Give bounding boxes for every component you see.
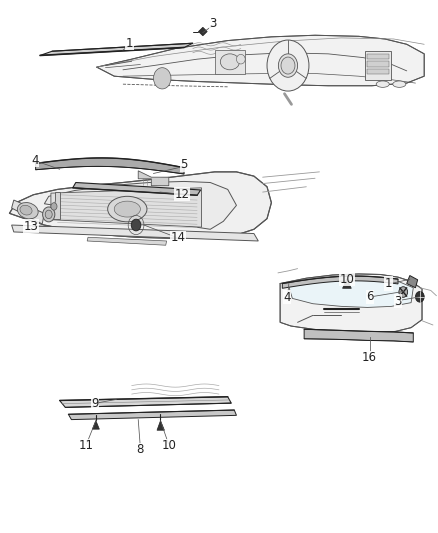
Circle shape [42, 207, 55, 222]
Polygon shape [283, 276, 398, 288]
Polygon shape [367, 61, 389, 67]
Polygon shape [215, 50, 245, 74]
Text: 13: 13 [24, 220, 39, 232]
Circle shape [279, 54, 297, 77]
Circle shape [416, 292, 424, 302]
Circle shape [51, 203, 57, 210]
Ellipse shape [108, 196, 147, 222]
Polygon shape [407, 276, 418, 288]
Text: 12: 12 [174, 188, 189, 201]
Polygon shape [60, 397, 231, 407]
Polygon shape [304, 329, 413, 342]
Text: 4: 4 [283, 291, 291, 304]
Polygon shape [44, 181, 237, 229]
Text: 5: 5 [180, 158, 188, 171]
Text: 6: 6 [366, 290, 374, 303]
Polygon shape [367, 54, 389, 59]
Circle shape [153, 68, 171, 89]
Text: 16: 16 [362, 351, 377, 365]
Polygon shape [97, 35, 424, 86]
Polygon shape [12, 200, 44, 224]
Polygon shape [87, 237, 166, 245]
Text: 10: 10 [339, 273, 354, 286]
Polygon shape [73, 182, 201, 195]
Circle shape [45, 210, 52, 219]
Text: 10: 10 [161, 439, 176, 452]
Circle shape [267, 40, 309, 91]
Polygon shape [35, 158, 184, 174]
Polygon shape [280, 274, 422, 333]
Polygon shape [51, 192, 60, 219]
Polygon shape [68, 410, 237, 419]
Ellipse shape [20, 205, 32, 215]
Text: 1: 1 [385, 277, 392, 290]
Polygon shape [367, 69, 389, 74]
Text: 4: 4 [31, 154, 39, 167]
Ellipse shape [220, 54, 240, 70]
Polygon shape [365, 51, 392, 80]
Polygon shape [92, 421, 99, 429]
Text: 14: 14 [170, 231, 185, 244]
Circle shape [281, 57, 295, 74]
Polygon shape [10, 172, 272, 238]
Polygon shape [12, 225, 258, 241]
Ellipse shape [18, 203, 38, 219]
Text: 9: 9 [91, 397, 99, 410]
Ellipse shape [376, 81, 389, 87]
Polygon shape [40, 43, 193, 55]
Text: 3: 3 [210, 17, 217, 30]
Circle shape [131, 219, 141, 231]
Polygon shape [198, 27, 207, 36]
Text: 1: 1 [126, 37, 133, 50]
Polygon shape [289, 277, 413, 308]
Text: 8: 8 [137, 443, 144, 456]
Polygon shape [51, 188, 201, 227]
Ellipse shape [114, 201, 141, 217]
Ellipse shape [393, 81, 406, 87]
Polygon shape [138, 171, 169, 185]
Polygon shape [157, 421, 164, 430]
Circle shape [399, 287, 408, 297]
Ellipse shape [237, 54, 245, 64]
Polygon shape [343, 279, 351, 288]
Text: 3: 3 [394, 295, 402, 308]
Text: 11: 11 [78, 439, 93, 452]
